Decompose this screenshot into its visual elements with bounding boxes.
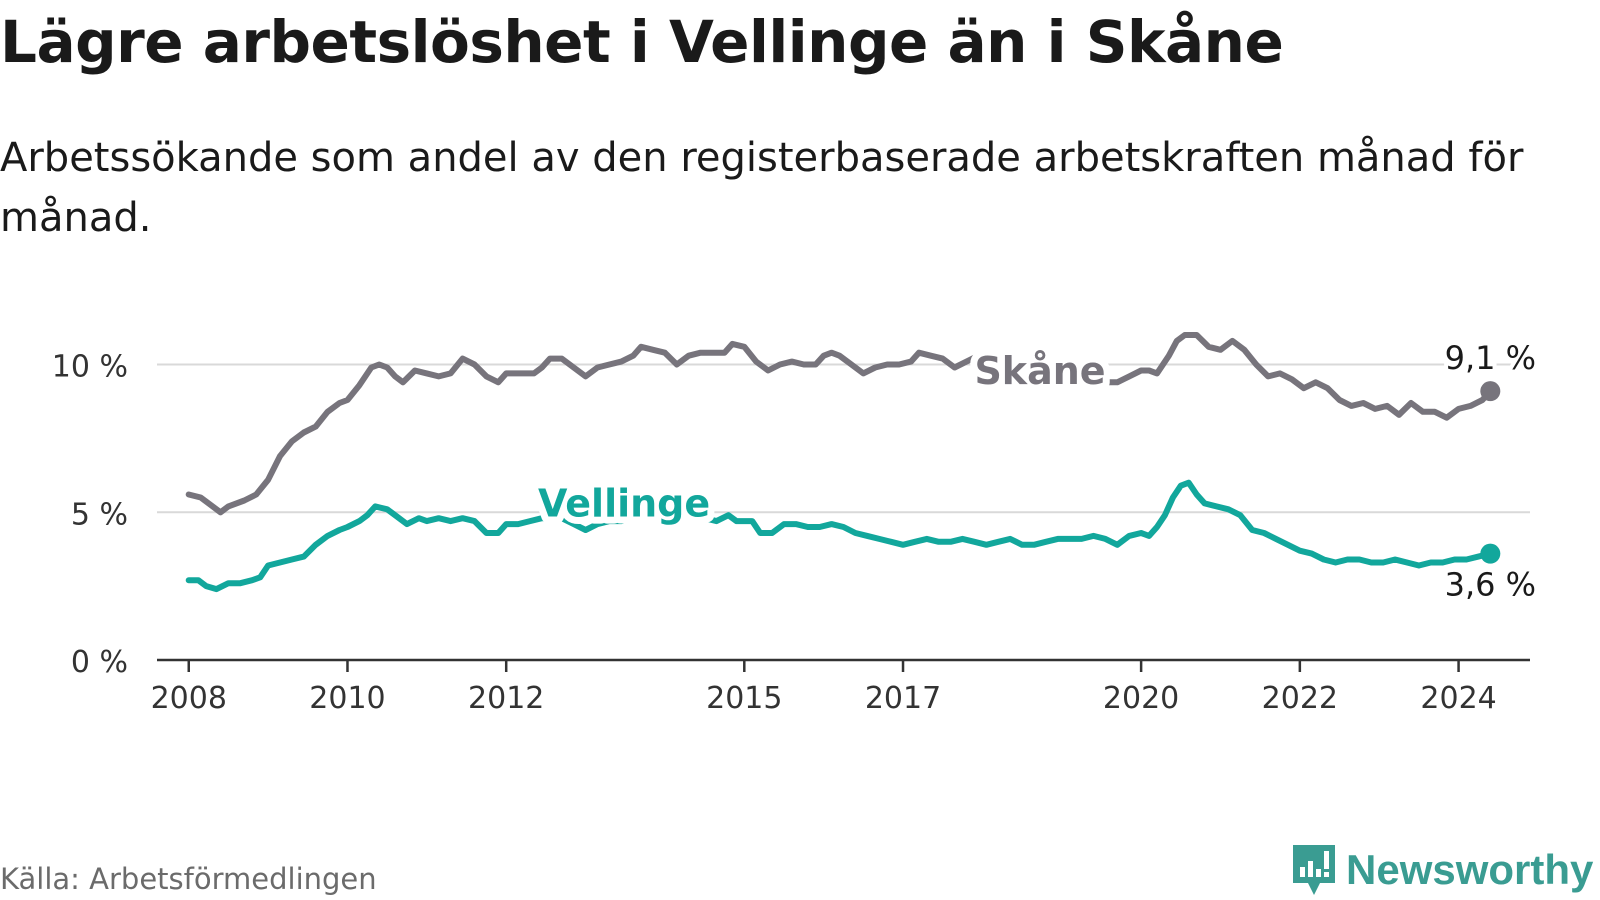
x-tick-label: 2024 [1420,681,1496,716]
y-axis: 0 % 5 % 10 % [52,350,128,680]
newsworthy-logo-text: Newsworthy [1346,846,1594,893]
x-tick-label: 2020 [1103,681,1179,716]
x-tick-label: 2010 [309,681,385,716]
x-tick-label: 2008 [151,681,227,716]
x-tick-label: 2012 [468,681,544,716]
chart-subtitle: Arbetssökande som andel av den registerb… [0,135,1524,241]
x-tick-label: 2022 [1262,681,1338,716]
y-tick-label: 10 % [52,350,128,385]
y-tick-label: 5 % [71,497,128,532]
series-lines [185,332,1501,593]
x-tick-label: 2015 [706,681,782,716]
x-tick-label: 2017 [865,681,941,716]
series-line-vellinge [185,479,1494,593]
series-line-skne [185,332,1494,516]
series-name-label: Vellinge [538,482,710,526]
series-end-label: 9,1 % [1445,339,1536,377]
x-axis: 2008 2010 2012 2015 2017 2020 2022 2024 [151,658,1530,716]
newsworthy-logo-icon [1293,845,1335,895]
newsworthy-logo[interactable]: Newsworthy [1290,843,1593,897]
series-end-label: 3,6 % [1445,566,1536,604]
chart-title: Lägre arbetslöshet i Vellinge än i Skåne [0,8,1284,76]
source-note: Källa: Arbetsförmedlingen [0,862,377,896]
series-name-label: Skåne [974,349,1105,393]
y-tick-label: 0 % [71,645,128,680]
series-end-marker [1480,543,1501,564]
series-end-marker [1480,381,1501,402]
series-labels: Skåne Vellinge 9,1 % 3,6 % [531,335,1540,608]
